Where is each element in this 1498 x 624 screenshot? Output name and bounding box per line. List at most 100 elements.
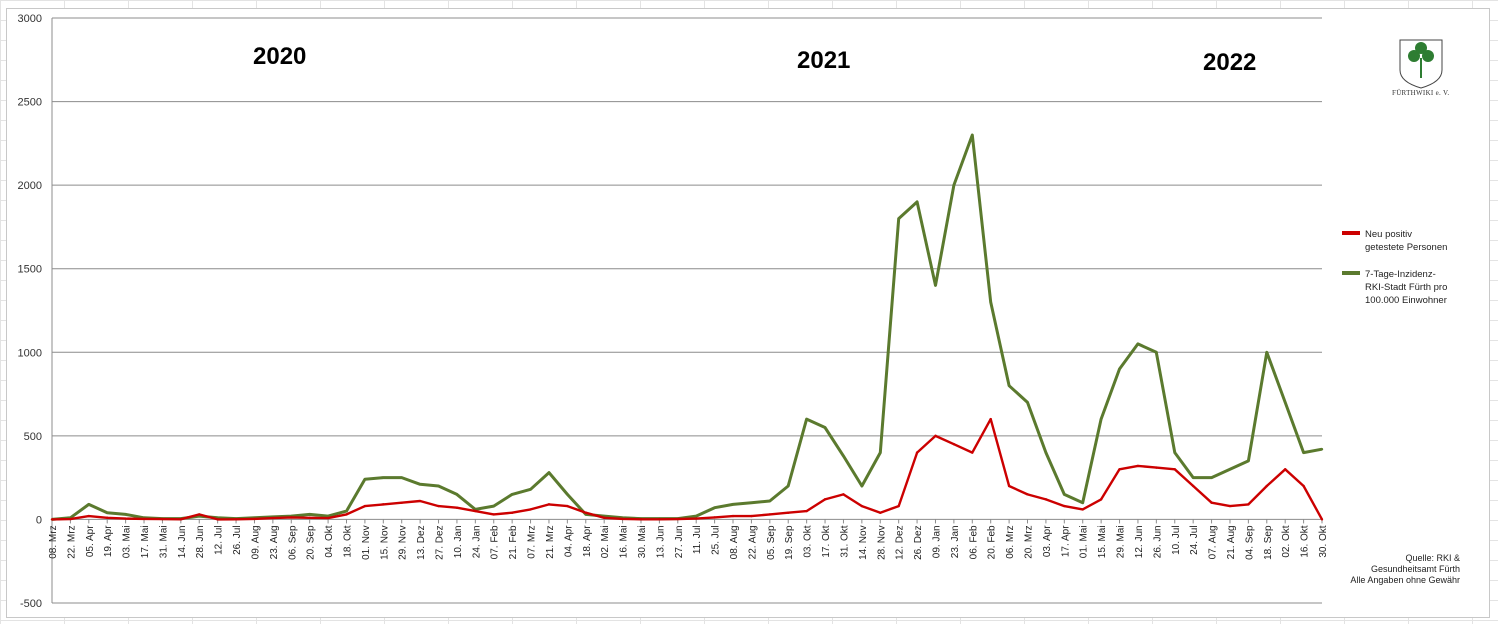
data-point-incidence [418, 483, 422, 486]
data-point-new-cases [1007, 484, 1011, 488]
data-point-incidence [989, 300, 992, 304]
x-tick-label: 26. Jun [1152, 525, 1163, 558]
y-tick-label: -500 [20, 598, 42, 610]
data-point-new-cases [87, 514, 91, 518]
data-point-incidence [805, 417, 808, 421]
data-point-new-cases [934, 434, 937, 438]
x-tick-label: 23. Aug [269, 525, 280, 559]
x-tick-label: 26. Jul [232, 525, 243, 554]
x-tick-label: 04. Apr [563, 525, 574, 557]
data-point-new-cases [253, 517, 256, 521]
x-tick-label: 03. Okt [803, 525, 814, 557]
data-point-new-cases [1191, 484, 1195, 488]
data-point-new-cases [418, 499, 422, 503]
data-point-new-cases [1081, 508, 1084, 511]
data-point-new-cases [1099, 498, 1103, 501]
legend: Neu positiv getestete Personen 7-Tage-In… [1342, 229, 1447, 306]
x-tick-label: 12. Jun [1134, 525, 1145, 558]
data-point-new-cases [566, 504, 569, 508]
data-point-incidence [731, 503, 735, 506]
x-tick-label: 08. Aug [729, 525, 740, 559]
data-point-new-cases [216, 518, 219, 521]
x-tick-label: 11. Jul [692, 525, 703, 554]
x-tick-label: 17. Apr [1060, 525, 1071, 557]
cloverleaf-icon [1408, 50, 1420, 62]
x-tick-label: 28. Nov [876, 525, 887, 559]
x-tick-label: 04. Okt [324, 525, 335, 557]
data-point-incidence [106, 511, 109, 514]
data-point-incidence [1044, 451, 1048, 454]
data-point-new-cases [161, 517, 164, 521]
data-point-new-cases [621, 517, 624, 521]
x-tick-label: 03. Apr [1042, 525, 1053, 557]
data-point-new-cases [50, 518, 54, 521]
data-point-incidence [455, 493, 459, 496]
data-point-new-cases [787, 511, 790, 514]
x-tick-label: 02. Mai [600, 525, 611, 558]
data-point-new-cases [602, 516, 606, 519]
data-point-incidence [326, 514, 330, 518]
x-tick-label: 07. Feb [490, 525, 501, 559]
series-line-incidence [51, 133, 1323, 521]
x-tick-label: 22. Mrz [66, 525, 77, 558]
x-tick-label: 10. Jan [453, 525, 464, 558]
gridlines [51, 17, 1322, 604]
x-tick-label: 08. Mrz [48, 525, 59, 558]
data-point-incidence [382, 476, 385, 479]
x-tick-label: 22. Aug [747, 525, 758, 559]
data-point-new-cases [234, 518, 238, 521]
data-point-new-cases [915, 451, 919, 454]
x-tick-label: 20. Mrz [1024, 525, 1035, 558]
x-tick-label: 21. Feb [508, 525, 519, 559]
data-point-incidence [971, 133, 974, 137]
data-point-new-cases [1265, 484, 1268, 488]
x-tick-label: 20. Feb [987, 525, 998, 559]
y-tick-label: 0 [36, 514, 42, 526]
x-tick-label: 13. Jun [655, 525, 666, 558]
x-tick-label: 12. Jul [214, 525, 225, 554]
data-point-incidence [879, 451, 882, 454]
data-point-new-cases [308, 516, 311, 519]
data-point-new-cases [455, 506, 459, 509]
x-tick-label: 02. Okt [1281, 525, 1292, 557]
data-point-incidence [87, 503, 91, 506]
fuerthwiki-logo: FÜRTHWIKI e. V. [1392, 39, 1450, 97]
data-point-new-cases [639, 518, 643, 521]
data-point-incidence [1283, 401, 1287, 404]
x-tick-label: 18. Sep [1263, 525, 1274, 560]
x-tick-label: 05. Apr [85, 525, 96, 557]
data-point-incidence [695, 514, 698, 518]
x-tick-label: 05. Sep [766, 525, 777, 560]
x-tick-label: 01. Nov [361, 525, 372, 559]
x-tick-label: 27. Jun [674, 525, 685, 558]
x-tick-label: 09. Aug [250, 525, 261, 559]
data-point-incidence [1007, 384, 1011, 387]
data-point-new-cases [1173, 468, 1176, 471]
x-tick-label: 28. Jun [195, 525, 206, 558]
data-point-incidence [750, 501, 753, 504]
data-point-new-cases [713, 516, 716, 519]
data-point-new-cases [1026, 493, 1029, 496]
data-point-new-cases [547, 503, 551, 506]
data-point-incidence [768, 499, 772, 503]
x-tick-label: 18. Okt [342, 525, 353, 557]
data-point-new-cases [1044, 498, 1048, 501]
data-point-incidence [915, 200, 919, 204]
logo-label: FÜRTHWIKI e. V. [1392, 89, 1450, 97]
legend-label-incidence-line3: 100.000 Einwohner [1365, 295, 1447, 306]
data-point-incidence [952, 183, 956, 187]
data-point-new-cases [271, 516, 275, 520]
y-tick-label: 1000 [18, 347, 42, 359]
x-tick-label: 27. Dez [435, 525, 446, 559]
x-tick-label: 03. Mai [122, 525, 133, 558]
series-line-new-cases [51, 417, 1324, 521]
x-tick-label: 17. Mai [140, 525, 151, 558]
data-point-incidence [787, 484, 790, 488]
data-point-new-cases [860, 504, 864, 508]
data-point-new-cases [529, 508, 532, 511]
x-tick-label: 10. Jul [1171, 525, 1182, 554]
data-point-new-cases [1118, 468, 1121, 471]
data-point-incidence [1118, 367, 1121, 371]
data-point-incidence [1136, 342, 1140, 346]
data-point-new-cases [897, 504, 900, 508]
